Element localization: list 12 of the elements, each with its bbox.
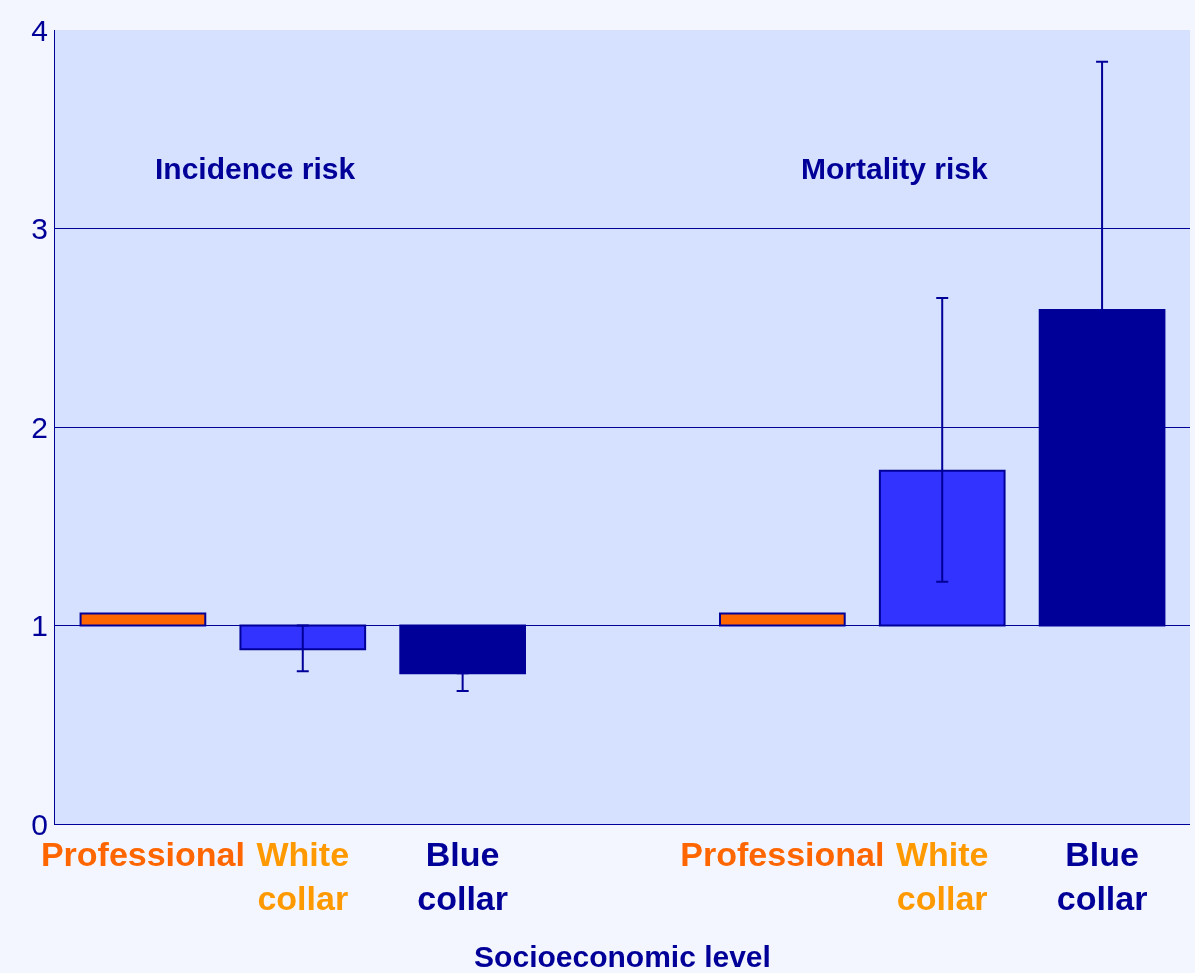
x-tick-label: White collar	[256, 834, 350, 917]
x-tick-label: Blue collar	[1056, 834, 1148, 917]
x-tick-label: Blue collar	[417, 834, 508, 917]
x-axis-title: Socioeconomic level	[474, 940, 771, 973]
x-tick-label: Professional	[680, 834, 885, 873]
y-tick-label: 3	[31, 212, 48, 245]
annotation: Mortality risk	[801, 152, 989, 185]
y-tick-label: 2	[31, 410, 48, 444]
y-tick-label: 4	[31, 13, 48, 47]
x-tick-label: White collar	[895, 834, 989, 917]
annotation: Incidence risk	[155, 152, 356, 185]
y-tick-label: 1	[31, 609, 48, 642]
